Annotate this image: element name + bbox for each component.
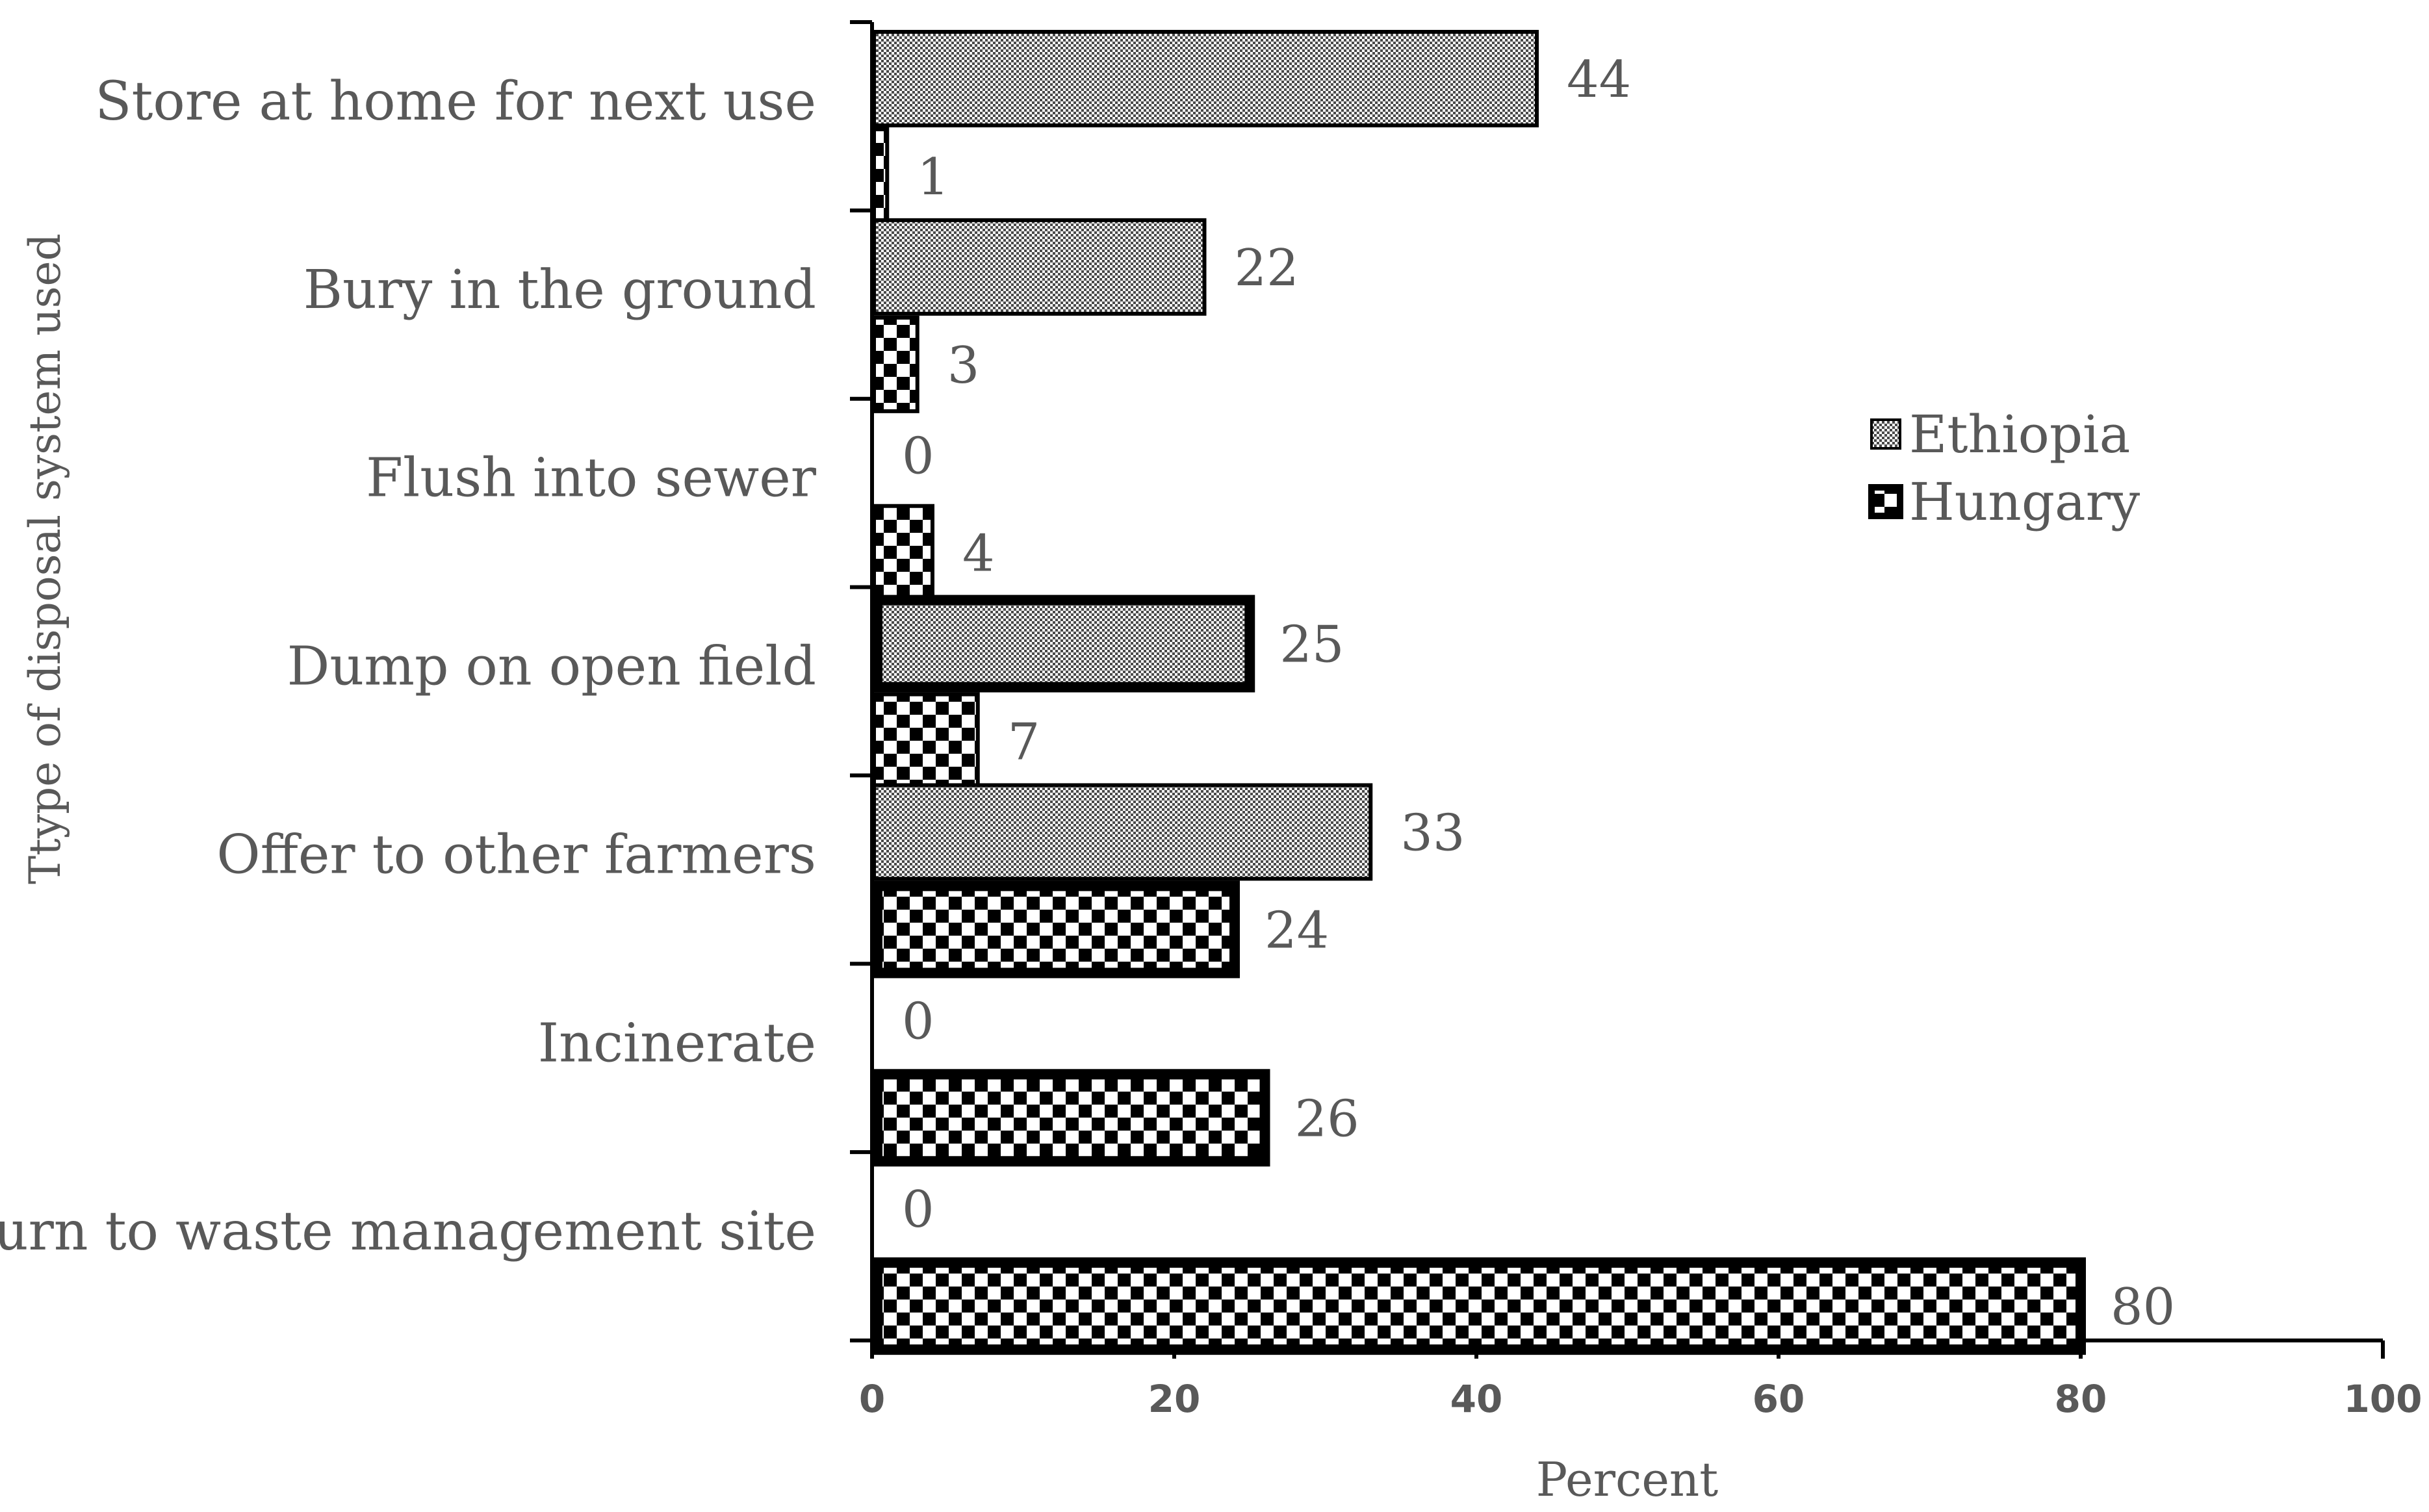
bar-hungary — [872, 692, 980, 790]
data-label: 33 — [1400, 804, 1465, 862]
bar-hungary — [872, 1069, 1270, 1167]
category-label: Bury in the ground — [303, 259, 816, 321]
x-tick-label: 100 — [2343, 1377, 2422, 1421]
x-tick-label: 40 — [1450, 1377, 1503, 1421]
legend-swatch — [1870, 418, 1901, 450]
bar-hungary — [872, 315, 919, 413]
data-label: 44 — [1567, 51, 1631, 109]
data-label: 1 — [917, 148, 949, 207]
x-axis-title: Percent — [1536, 1452, 1719, 1507]
bar-hungary — [872, 504, 934, 602]
legend-item-hungary: Hungary — [1868, 472, 2140, 532]
category-label: Flush into sewer — [366, 448, 817, 509]
data-label: 0 — [902, 428, 934, 486]
bar-hungary — [872, 127, 890, 225]
legend-item-ethiopia: Ethiopia — [1870, 404, 2130, 465]
x-tick-label: 20 — [1148, 1377, 1201, 1421]
legend-label: Hungary — [1909, 472, 2140, 532]
x-tick-label: 60 — [1753, 1377, 1805, 1421]
bar-hungary — [872, 880, 1240, 979]
x-tick-label: 0 — [859, 1377, 885, 1421]
data-label: 22 — [1235, 239, 1299, 298]
bar-ethiopia — [872, 218, 1207, 316]
data-label: 4 — [962, 525, 995, 583]
bar-ethiopia — [872, 595, 1255, 693]
data-label: 7 — [1008, 713, 1040, 772]
data-label: 0 — [902, 992, 934, 1051]
legend: Ethiopia Hungary — [1868, 404, 2140, 532]
data-label: 80 — [2111, 1278, 2175, 1337]
category-label: Return to waste management site — [0, 1201, 816, 1262]
category-label: Offer to other farmers — [216, 824, 816, 886]
bar-ethiopia — [872, 783, 1373, 881]
data-label: 26 — [1295, 1090, 1359, 1148]
data-label: 24 — [1265, 901, 1329, 960]
bar-hungary — [872, 1257, 2086, 1355]
category-label: Dump on open field — [287, 636, 816, 698]
x-tick-label: 80 — [2055, 1377, 2107, 1421]
legend-label: Ethiopia — [1909, 404, 2130, 465]
category-label: Incinerate — [538, 1012, 816, 1074]
data-label: 0 — [902, 1181, 934, 1239]
category-label: Store at home for next use — [95, 71, 816, 133]
data-label: 25 — [1279, 616, 1344, 674]
y-axis-title: Ttype of disposal system used — [20, 233, 70, 884]
data-label: 3 — [947, 337, 980, 395]
legend-swatch — [1868, 484, 1903, 519]
bar-ethiopia — [872, 30, 1539, 127]
